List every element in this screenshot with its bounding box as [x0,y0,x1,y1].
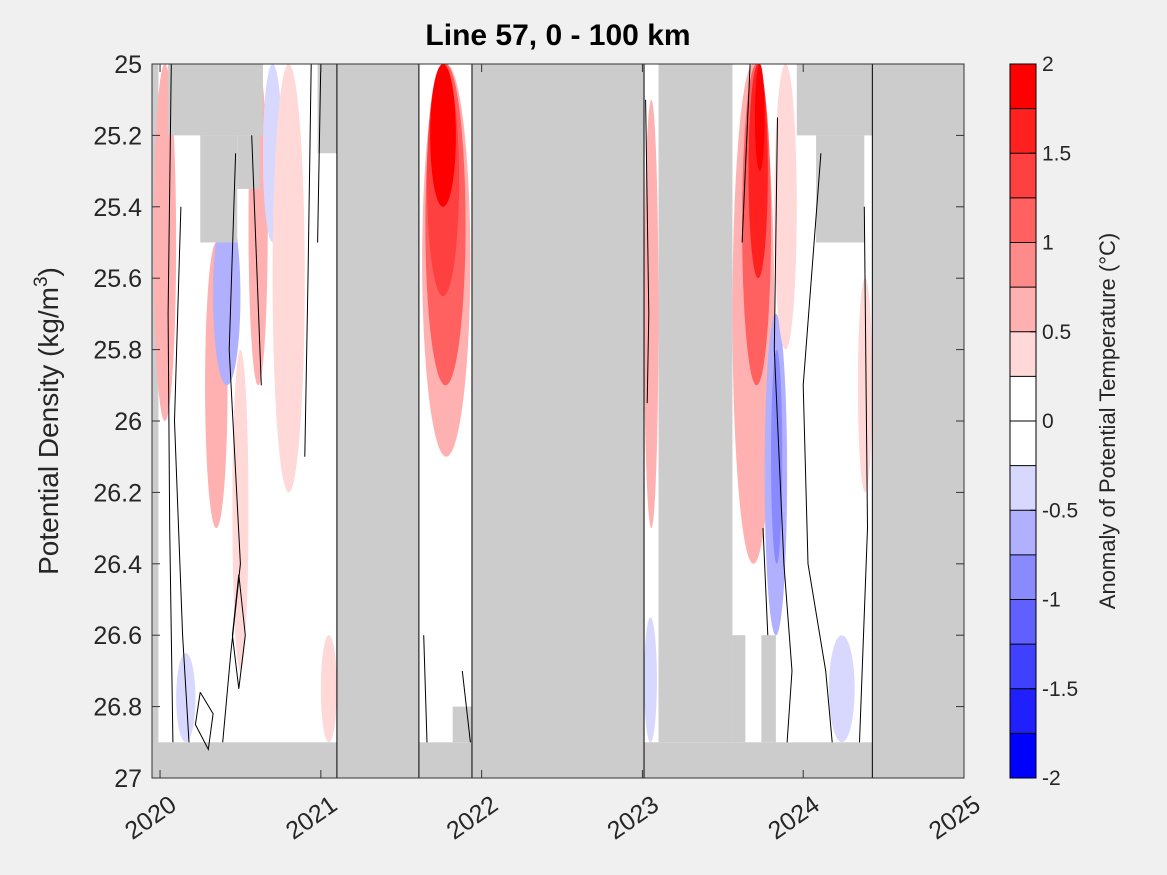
anomaly-patch [213,206,241,386]
no-data-region [732,635,746,743]
anomaly-patch [176,653,196,743]
x-tick-label: 2025 [924,790,986,845]
y-tick-label: 26.8 [93,694,142,722]
colorbar-swatch [1010,64,1036,109]
zero-contour-line [461,670,471,743]
zero-contour-line [173,206,190,743]
zero-contour-line [773,117,793,743]
zero-contour-line [251,135,262,386]
anomaly-patch [644,617,657,743]
zero-contour-line [222,153,241,743]
zero-contour-line [741,63,751,243]
x-tick-label: 2021 [281,790,343,845]
colorbar-swatch [1010,421,1036,466]
y-tick-label: 25 [114,51,142,79]
colorbar-label: Anomaly of Potential Temperature (°C) [1095,233,1120,609]
no-data-region [796,64,873,136]
y-tick-label: 25.8 [93,337,142,365]
chart-title: Line 57, 0 - 100 km [425,19,690,52]
colorbar-swatch [1010,554,1036,600]
colorbar-tick-label: 0.5 [1042,321,1071,344]
y-tick-label: 25.4 [93,194,142,222]
colorbar-swatch [1010,153,1036,198]
colorbar-tick-label: 0 [1042,410,1054,433]
colorbar-tick-label: -0.5 [1042,499,1078,522]
anomaly-fills [153,63,873,743]
x-tick-label: 2023 [602,790,664,845]
y-tick-label: 26.2 [93,479,142,507]
closed-contour-line [194,692,214,752]
anomaly-patch [232,349,249,671]
no-data-region [317,64,337,154]
colorbar-tick-label: 2 [1042,53,1054,76]
zero-contour-line [304,63,312,457]
zero-contour-line [645,99,650,404]
colorbar-swatch [1010,287,1036,332]
no-data-region [816,135,865,243]
colorbar-swatch [1010,108,1036,154]
zero-contour-line [762,528,769,636]
colorbar-swatch [1010,644,1036,689]
zero-contour-line [317,63,322,243]
no-data-region [452,706,472,743]
y-tick-label: 27 [114,765,142,793]
colorbar-swatch [1010,376,1036,421]
zero-contour-line [423,635,428,743]
anomaly-patch [774,64,797,350]
no-data-region [200,135,238,243]
y-tick-label: 25.2 [93,122,142,150]
colorbar-swatch [1010,465,1036,511]
colorbar-swatch [1010,331,1036,377]
anomaly-patch [272,64,305,493]
anomaly-patch [771,349,783,564]
no-data-region [658,64,733,743]
colorbar: 2 1.5 1 0.5 0 -0.5 -1 -1.5 -2 [1009,53,1078,790]
colorbar-swatch [1010,599,1036,645]
y-tick-label: 26.4 [93,551,142,579]
closed-contour-line [231,574,246,689]
no-data-region [168,64,263,136]
y-axis-label-sup: 3 [31,276,52,287]
no-data-region [761,635,776,743]
anomaly-patch [754,64,765,172]
anomaly-patch [857,278,873,493]
y-axis-label-close: ) [33,267,64,276]
colorbar-tick-label: 1 [1042,232,1054,255]
colorbar-swatch [1010,510,1036,555]
anomaly-patch [320,635,337,743]
y-axis-label-main: Potential Density (kg/m [33,287,64,575]
no-data-region [237,135,260,189]
y-tick-label: 26.6 [93,622,142,650]
colorbar-swatch [1010,733,1036,778]
zero-contour-line [167,63,174,743]
gap-boundaries [336,64,873,778]
colorbar-swatch [1010,242,1036,288]
x-tick-label: 2020 [120,790,182,845]
y-axis-label: Potential Density (kg/m3) [31,267,64,575]
zero-contour-line [802,153,833,743]
y-tick-label: 25.6 [93,265,142,293]
anomaly-patch [828,635,855,743]
colorbar-tick-label: 1.5 [1042,142,1071,165]
y-tick-label: 26 [114,408,142,436]
colorbar-tick-label: -1.5 [1042,678,1078,701]
no-data-regions [168,64,873,743]
colorbar-swatch [1010,197,1036,243]
zero-contour-line [859,206,869,743]
colorbar-tick-label: -1 [1042,589,1061,612]
x-tick-label: 2022 [442,790,504,845]
anomaly-patch [430,63,456,207]
plot-area [151,63,965,779]
x-tick-label: 2024 [763,790,825,845]
zero-contours [167,63,869,752]
colorbar-swatch [1010,688,1036,734]
colorbar-tick-label: -2 [1042,767,1061,790]
y-axis: 25 25.2 25.4 25.6 25.8 26 26.2 26.4 26.6 26.8 27 [93,51,964,793]
